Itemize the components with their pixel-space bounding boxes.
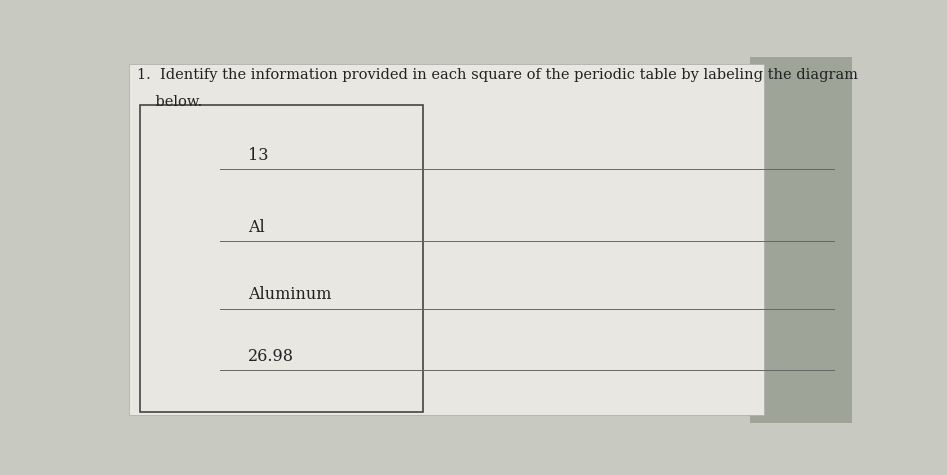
- Text: below.: below.: [136, 95, 202, 109]
- Bar: [140, 104, 423, 412]
- Text: 1.  Identify the information provided in each square of the periodic table by la: 1. Identify the information provided in …: [136, 68, 858, 82]
- Text: Al: Al: [248, 219, 264, 236]
- Bar: [750, 57, 852, 423]
- Text: 26.98: 26.98: [248, 348, 294, 365]
- Text: 13: 13: [248, 147, 268, 163]
- Bar: [130, 64, 764, 416]
- Text: Aluminum: Aluminum: [248, 286, 331, 304]
